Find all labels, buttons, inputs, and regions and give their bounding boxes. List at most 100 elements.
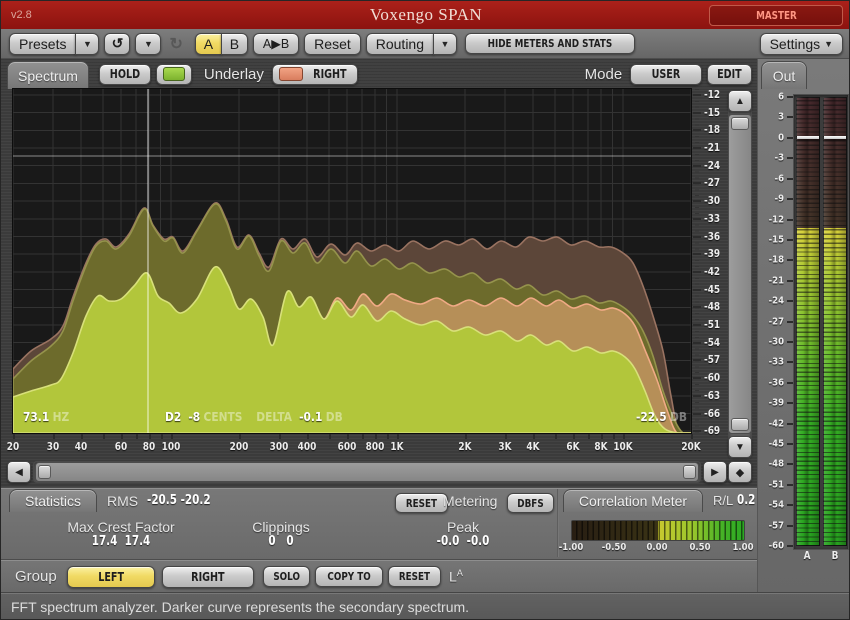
horizontal-thumb-grip-right[interactable] (683, 465, 696, 479)
ab-toggle-b-button[interactable]: B (220, 32, 248, 55)
presets-button[interactable]: Presets (9, 32, 77, 55)
db-axis-label: -42 (704, 265, 721, 278)
stats-reset-button[interactable]: RESET (395, 493, 448, 513)
mode-edit-button[interactable]: EDIT (707, 63, 752, 85)
vertical-thumb-grip-top[interactable] (731, 117, 749, 130)
underlay-right-button[interactable]: RIGHT (271, 63, 358, 85)
group-reset-button[interactable]: RESET (388, 566, 442, 587)
hide-meters-button[interactable]: HIDE METERS AND STATS (465, 33, 635, 54)
delta-value: -0.1 (299, 409, 323, 424)
freq-tick (386, 434, 389, 439)
freq-axis-label: 400 (297, 441, 317, 453)
ab-toggle-a-button[interactable]: A (194, 32, 222, 55)
meter-tick (787, 483, 793, 486)
scroll-up-button[interactable]: ▲ (728, 90, 752, 112)
output-meter-bar-a (796, 97, 820, 546)
tab-correlation-meter[interactable]: Correlation Meter (563, 489, 703, 512)
copy-to-button[interactable]: COPY TO (314, 566, 384, 587)
freq-tick (623, 434, 625, 439)
rl-label: R/L (713, 493, 734, 508)
freq-axis-label: 2K (458, 441, 472, 453)
output-meter-panel: Out 6 3 0 -3 -6 -9 -12 -15 -18 -21 -24 -27 -30 -33 -36… (757, 59, 849, 592)
meter-tick (787, 279, 793, 282)
meter-tick (787, 463, 793, 466)
scroll-down-button[interactable]: ▼ (728, 436, 752, 458)
chevron-down-icon: ▼ (83, 38, 92, 49)
routing-dropdown-button[interactable]: ▼ (433, 32, 458, 55)
spectrum-plot[interactable]: 73.1 HZ D2 -8 CENTS DELTA -0.1 DB -22.5 DB (12, 88, 692, 434)
freq-axis-label: 4K (526, 441, 540, 453)
rl-value: 0.2 (737, 493, 756, 508)
chevron-down-icon: ▼ (144, 38, 153, 49)
meter-scale-label: 6 (778, 91, 784, 103)
vertical-thumb-grip-bottom[interactable] (731, 418, 749, 431)
meter-scale-label: -30 (768, 336, 784, 348)
db-axis-label: -54 (704, 336, 721, 349)
settings-button[interactable]: Settings ▼ (759, 32, 843, 55)
db-tick (693, 235, 701, 238)
vertical-scroll-thumb[interactable] (728, 114, 752, 434)
cursor-level-unit: DB (670, 409, 687, 424)
output-meter-bar-b (823, 97, 847, 546)
group-slot-main: L (449, 568, 457, 585)
spectrum-svg (13, 89, 691, 433)
primary-color-button[interactable] (155, 63, 192, 85)
db-axis-minor-ticks (695, 89, 699, 433)
clippings-values: 0 0 (241, 534, 321, 549)
copy-to-label: COPY TO (327, 570, 371, 583)
db-tick (693, 129, 701, 132)
freq-tick (465, 434, 467, 439)
scroll-right-button[interactable]: ▶ (703, 461, 727, 483)
meter-scale-label: -18 (768, 254, 784, 266)
tab-spectrum[interactable]: Spectrum (7, 61, 89, 89)
metering-mode-button[interactable]: DBFS (507, 493, 554, 513)
horizontal-scroll-thumb[interactable] (35, 462, 699, 482)
db-axis-label: -60 (704, 372, 721, 385)
meter-segments (823, 97, 847, 546)
zoom-reset-button[interactable]: ◆ (728, 461, 752, 483)
meter-tick (787, 259, 793, 262)
mode-user-button[interactable]: USER (630, 63, 703, 85)
db-tick (693, 217, 701, 220)
meter-scale-label: -15 (768, 234, 784, 246)
scroll-left-button[interactable]: ◀ (7, 461, 31, 483)
group-right-button[interactable]: RIGHT (161, 565, 254, 588)
cursor-level-value: -22.5 (636, 409, 667, 424)
history-dropdown-button[interactable]: ▼ (135, 32, 162, 55)
a-to-b-copy-button[interactable]: A▶B (252, 32, 300, 55)
reset-button[interactable]: Reset (304, 32, 361, 55)
meter-scale-label: -48 (768, 458, 784, 470)
freq-tick (504, 434, 507, 439)
group-left-button[interactable]: LEFT (66, 565, 155, 588)
redo-icon[interactable]: ↻ (169, 35, 183, 53)
arrow-down-icon: ▼ (735, 441, 745, 453)
tab-statistics[interactable]: Statistics (9, 489, 97, 512)
presets-dropdown-button[interactable]: ▼ (75, 32, 100, 55)
db-axis-label: -15 (704, 106, 721, 119)
meter-scale-label: -33 (768, 356, 784, 368)
freq-tick (171, 434, 173, 439)
horizontal-thumb-grip-left[interactable] (38, 465, 51, 479)
clippings-value-right: 0 (286, 534, 294, 549)
correlation-scale-label: -1.00 (558, 542, 584, 553)
tab-out[interactable]: Out (761, 61, 807, 89)
meter-peak-hold (797, 136, 819, 139)
rms-label: RMS (107, 493, 139, 509)
freq-tick (554, 434, 557, 439)
chevron-down-icon: ▼ (824, 38, 833, 49)
salmon-swatch-icon (278, 67, 303, 81)
freq-tick (328, 434, 331, 439)
undo-button[interactable]: ↺ (104, 32, 131, 55)
meter-tick (787, 198, 793, 200)
db-tick (693, 93, 701, 96)
master-button[interactable]: MASTER (709, 5, 843, 26)
solo-button[interactable]: SOLO (262, 566, 310, 587)
freq-axis-label: 20 (6, 441, 20, 453)
hold-label: HOLD (109, 67, 141, 81)
db-tick (693, 111, 701, 114)
hold-button[interactable]: HOLD (99, 63, 151, 85)
routing-button[interactable]: Routing (365, 32, 435, 55)
meter-scale-label: -39 (768, 397, 784, 409)
freq-tick (691, 434, 693, 439)
freq-tick (307, 434, 309, 439)
